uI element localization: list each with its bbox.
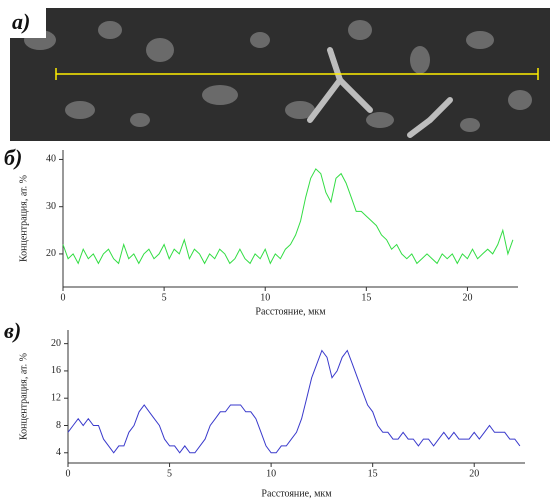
- x-tick-label: 20: [462, 292, 472, 303]
- y-tick-label: 8: [56, 420, 61, 431]
- y-tick-label: 40: [46, 154, 56, 165]
- y-tick-label: 12: [51, 393, 61, 404]
- data-line: [62, 168, 514, 265]
- x-axis-label: Расстояние, мкм: [261, 488, 332, 499]
- panel-label: в): [4, 318, 21, 343]
- x-tick-label: 5: [162, 292, 167, 303]
- y-axis-label: Концентрация, ат. %: [18, 353, 29, 440]
- x-tick-label: 10: [260, 292, 270, 303]
- x-tick-label: 5: [167, 468, 172, 479]
- y-tick-label: 20: [46, 248, 56, 259]
- x-tick-label: 0: [66, 468, 71, 479]
- x-tick-label: 20: [469, 468, 479, 479]
- x-tick-label: 0: [61, 292, 66, 303]
- x-tick-label: 10: [266, 468, 276, 479]
- image-label: а): [12, 9, 30, 34]
- micrograph: а): [10, 8, 550, 141]
- y-axis-label: Концентрация, ат. %: [18, 175, 29, 262]
- x-axis-label: Расстояние, мкм: [255, 306, 326, 317]
- y-tick-label: 20: [51, 338, 61, 349]
- y-tick-label: 16: [51, 365, 61, 376]
- data-line: [67, 349, 521, 454]
- y-tick-label: 30: [46, 201, 56, 212]
- y-tick-label: 4: [56, 447, 61, 458]
- x-tick-label: 15: [368, 468, 378, 479]
- x-tick-label: 15: [361, 292, 371, 303]
- panel-label: б): [4, 145, 22, 170]
